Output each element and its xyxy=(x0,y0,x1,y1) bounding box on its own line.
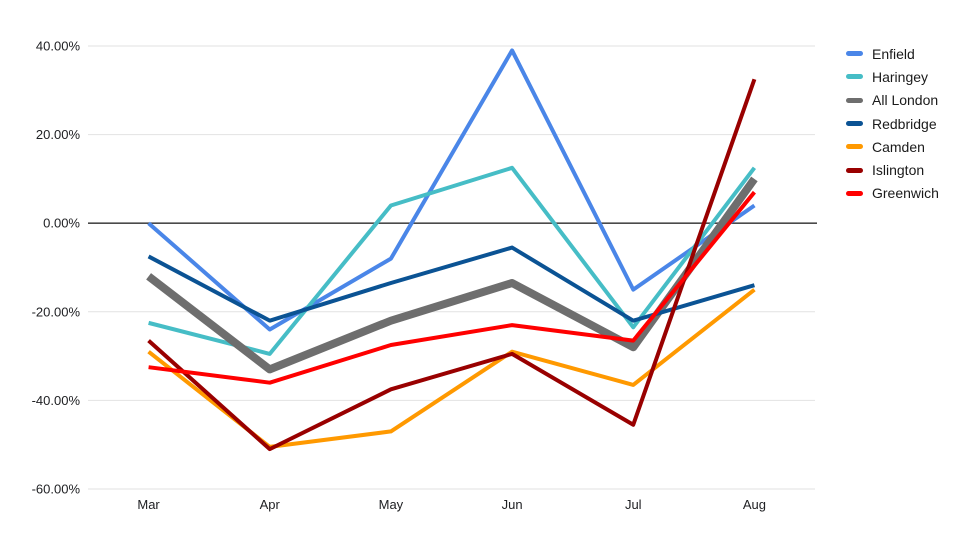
legend-label: Haringey xyxy=(872,68,929,85)
x-axis-month-label: May xyxy=(379,497,404,512)
legend-item-redbridge[interactable]: Redbridge xyxy=(846,112,939,135)
y-axis-tick-label: -40.00% xyxy=(32,393,81,408)
legend-swatch-icon xyxy=(846,74,863,80)
legend-label: Greenwich xyxy=(872,185,939,202)
legend-label: All London xyxy=(872,92,939,109)
x-axis-month-label: Mar xyxy=(137,497,160,512)
legend-swatch-icon xyxy=(846,144,863,150)
chart-legend: Enfield Haringey All London Redbridge Camden… xyxy=(846,42,939,205)
y-axis-tick-label: -60.00% xyxy=(32,482,81,497)
y-axis-tick-label: 0.00% xyxy=(43,216,80,231)
legend-label: Islington xyxy=(872,162,925,179)
x-axis-month-label: Jul xyxy=(625,497,642,512)
series-line-greenwich[interactable] xyxy=(148,190,756,385)
series-line-islington[interactable] xyxy=(147,78,757,452)
legend-item-greenwich[interactable]: Greenwich xyxy=(846,182,939,205)
x-axis-month-label: Apr xyxy=(260,497,281,512)
legend-swatch-icon xyxy=(846,121,863,127)
y-axis-tick-label: 40.00% xyxy=(36,39,81,54)
legend-label: Enfield xyxy=(872,45,915,62)
legend-item-islington[interactable]: Islington xyxy=(846,158,939,181)
legend-swatch-icon xyxy=(846,51,863,57)
series-line-haringey[interactable] xyxy=(148,165,757,356)
legend-item-haringey[interactable]: Haringey xyxy=(846,65,939,88)
legend-label: Camden xyxy=(872,138,925,155)
x-axis-month-label: Aug xyxy=(743,497,766,512)
y-axis-tick-label: -20.00% xyxy=(32,304,81,319)
legend-label: Redbridge xyxy=(872,115,937,132)
legend-item-all-london[interactable]: All London xyxy=(846,89,939,112)
legend-swatch-icon xyxy=(846,167,863,173)
legend-item-enfield[interactable]: Enfield xyxy=(846,42,939,65)
x-axis-month-label: Jun xyxy=(502,497,523,512)
series-line-all-london[interactable] xyxy=(146,176,758,374)
legend-swatch-icon xyxy=(846,190,863,196)
legend-item-camden[interactable]: Camden xyxy=(846,135,939,158)
legend-swatch-icon xyxy=(846,97,863,103)
y-axis-tick-label: 20.00% xyxy=(36,127,81,142)
